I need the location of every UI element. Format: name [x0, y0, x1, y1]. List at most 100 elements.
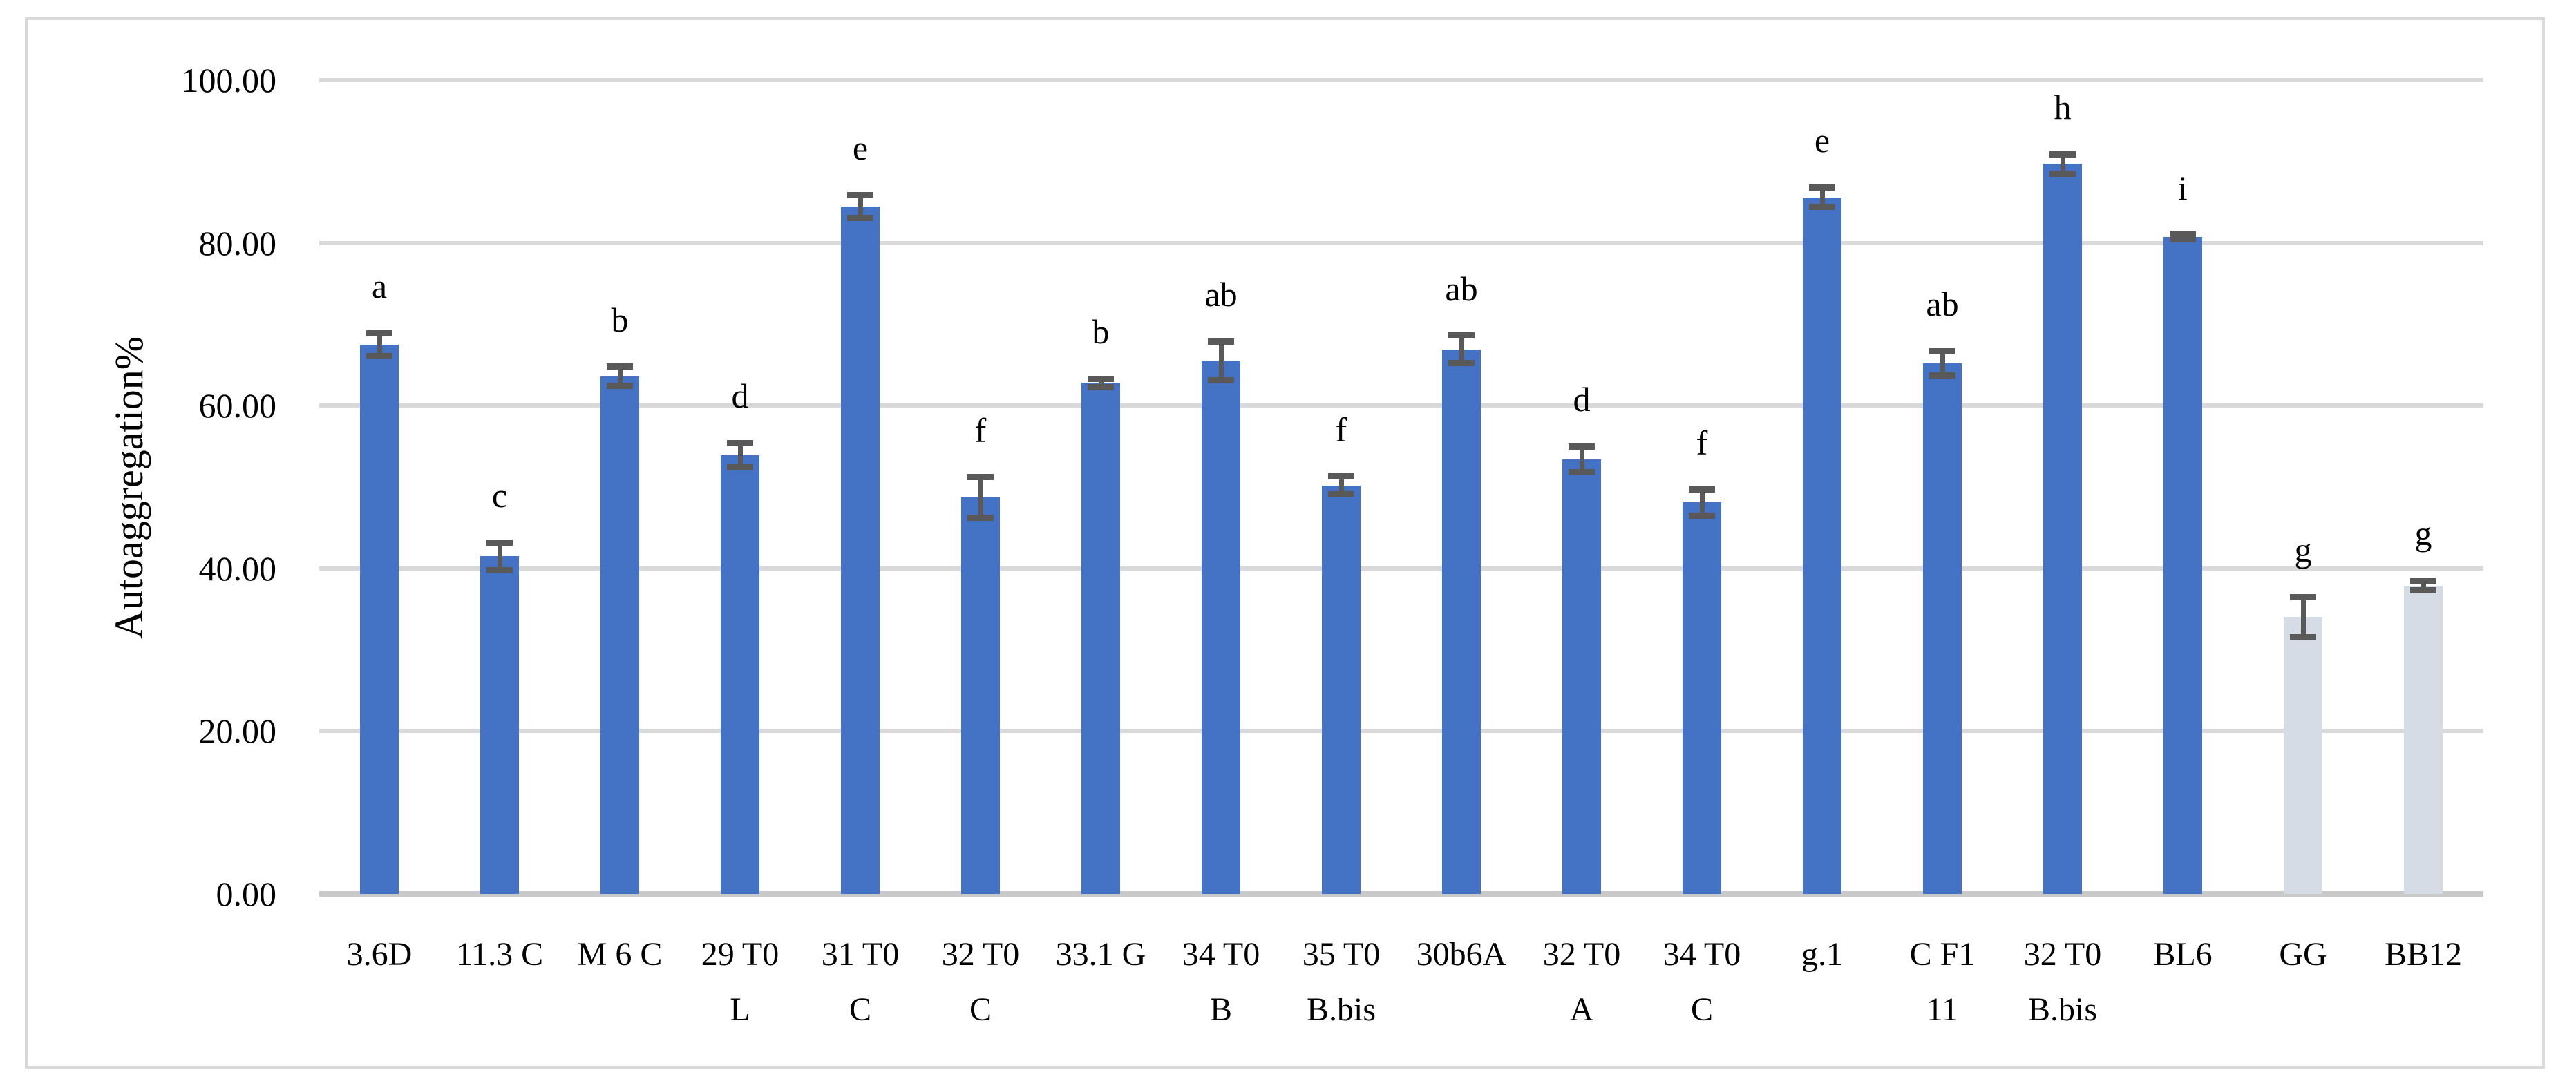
y-tick-label-40: 40.00: [198, 548, 277, 588]
error-bar-cap-bottom-30b6A: [1448, 360, 1475, 367]
error-bar-line-31 T0 C: [858, 195, 863, 218]
error-bar-line-M 6 C: [617, 366, 623, 386]
category-label-line: C F1: [1909, 936, 1976, 973]
category-label-BL6: BL6: [2117, 927, 2248, 982]
error-bar-cap-bottom-3.6D: [366, 352, 392, 359]
error-bar-line-GG: [2300, 597, 2306, 638]
error-bar-cap-bottom-11.3 C: [486, 566, 513, 573]
category-label-line: M 6 C: [577, 936, 663, 973]
category-label-g.1: g.1: [1756, 927, 1888, 982]
error-bar-line-32 T0 C: [978, 477, 983, 518]
category-label-line: BB12: [2384, 936, 2463, 973]
category-label-32 T0 C: 32 T0 C: [915, 927, 1046, 1038]
bar-BB12: [2404, 585, 2443, 894]
error-bar-line-g.1: [1819, 187, 1825, 207]
sig-letter-33.1 G: b: [1092, 312, 1110, 352]
category-label-line: 3.6D: [346, 936, 413, 973]
error-bar-cap-top-M 6 C: [607, 363, 633, 370]
category-label-34 T0 B: 34 T0 B: [1155, 927, 1287, 1038]
bar-33.1 G: [1081, 383, 1120, 894]
error-bar-cap-bottom-31 T0 C: [847, 214, 873, 221]
bar-30b6A: [1442, 349, 1481, 894]
error-bar-cap-bottom-32 T0 C: [967, 515, 994, 522]
gridline-40: [319, 566, 2483, 571]
error-bar-cap-top-31 T0 C: [847, 191, 873, 198]
sig-letter-29 T0 L: d: [731, 376, 749, 416]
y-tick-label-60: 60.00: [198, 386, 277, 426]
error-bar-cap-top-3.6D: [366, 330, 392, 336]
error-bar-cap-bottom-33.1 G: [1088, 383, 1114, 390]
error-bar-cap-top-34 T0 C: [1689, 486, 1715, 493]
error-bar-cap-bottom-29 T0 L: [727, 464, 753, 471]
error-bar-cap-top-32 T0 B.bis: [2049, 151, 2076, 158]
category-label-line: 33.1 G: [1055, 936, 1146, 973]
bar-32 T0 A: [1562, 459, 1601, 894]
error-bar-line-29 T0 L: [737, 443, 743, 468]
y-tick-label-0: 0.00: [216, 875, 277, 913]
error-bar-cap-top-35 T0 B.bis: [1328, 473, 1354, 480]
sig-letter-BB12: g: [2414, 514, 2432, 553]
bar-34 T0 C: [1683, 502, 1721, 894]
category-label-line: 34 T0: [1663, 936, 1741, 973]
category-label-29 T0 L: 29 T0 L: [674, 927, 806, 1038]
error-bar-line-C F1 11: [1940, 351, 1945, 376]
error-bar-cap-top-C F1 11: [1929, 347, 1955, 354]
error-bar-cap-top-30b6A: [1448, 332, 1475, 339]
error-bar-cap-bottom-GG: [2290, 634, 2316, 641]
sig-letter-M 6 C: b: [611, 300, 629, 339]
sig-letter-34 T0 C: f: [1696, 423, 1708, 462]
y-tick-label-100: 100.00: [181, 61, 277, 99]
category-label-33.1 G: 33.1 G: [1035, 927, 1166, 982]
error-bar-cap-bottom-32 T0 B.bis: [2049, 170, 2076, 177]
bar-C F1 11: [1923, 363, 1962, 894]
category-label-line: B: [1209, 991, 1232, 1028]
category-label-line: B.bis: [1306, 991, 1376, 1028]
error-bar-cap-top-29 T0 L: [727, 439, 753, 446]
category-label-GG: GG: [2237, 927, 2369, 982]
category-label-line: 29 T0: [701, 936, 779, 973]
error-bar-cap-top-g.1: [1809, 184, 1835, 191]
category-label-35 T0 B.bis: 35 T0 B.bis: [1276, 927, 1407, 1038]
error-bar-cap-bottom-BB12: [2410, 587, 2436, 594]
y-tick-label-80: 80.00: [198, 223, 277, 263]
category-label-line: GG: [2279, 936, 2327, 973]
chart-area-border: [25, 17, 2545, 1069]
error-bar-cap-top-BB12: [2410, 577, 2436, 584]
error-bar-cap-bottom-34 T0 C: [1689, 512, 1715, 519]
sig-letter-32 T0 B.bis: h: [2054, 88, 2072, 127]
category-label-30b6A: 30b6A: [1396, 927, 1527, 982]
sig-letter-3.6D: a: [371, 267, 388, 306]
category-label-line: 11: [1926, 991, 1959, 1028]
category-label-line: B.bis: [2027, 991, 2098, 1028]
category-label-32 T0 B.bis: 32 T0 B.bis: [1997, 927, 2128, 1038]
category-label-line: 32 T0: [941, 936, 1020, 973]
error-bar-line-32 T0 B.bis: [2060, 154, 2065, 174]
sig-letter-11.3 C: c: [491, 476, 508, 515]
bar-32 T0 C: [961, 497, 1000, 894]
category-label-line: C: [1690, 991, 1713, 1028]
sig-letter-34 T0 B: ab: [1204, 275, 1238, 314]
bar-3.6D: [360, 344, 399, 894]
category-label-31 T0 C: 31 T0 C: [795, 927, 926, 1038]
error-bar-cap-bottom-34 T0 B: [1208, 377, 1234, 384]
category-label-BB12: BB12: [2358, 927, 2489, 982]
error-bar-cap-bottom-g.1: [1809, 204, 1835, 211]
error-bar-cap-top-32 T0 A: [1569, 443, 1595, 450]
category-label-line: 31 T0: [821, 936, 900, 973]
error-bar-line-11.3 C: [497, 542, 502, 571]
gridline-100: [319, 78, 2483, 82]
category-label-line: 32 T0: [1542, 936, 1621, 973]
category-label-C F1 11: C F1 11: [1877, 927, 2008, 1038]
category-label-line: 34 T0: [1182, 936, 1260, 973]
sig-letter-32 T0 C: f: [974, 410, 987, 450]
sig-letter-32 T0 A: d: [1573, 380, 1591, 419]
category-label-line: BL6: [2153, 936, 2213, 973]
category-label-line: L: [730, 991, 750, 1028]
error-bar-cap-top-32 T0 C: [967, 474, 994, 481]
error-bar-cap-top-GG: [2290, 593, 2316, 600]
error-bar-cap-top-34 T0 B: [1208, 338, 1234, 345]
bar-35 T0 B.bis: [1322, 485, 1361, 894]
error-bar-cap-bottom-32 T0 A: [1569, 469, 1595, 476]
sig-letter-GG: g: [2294, 531, 2312, 570]
